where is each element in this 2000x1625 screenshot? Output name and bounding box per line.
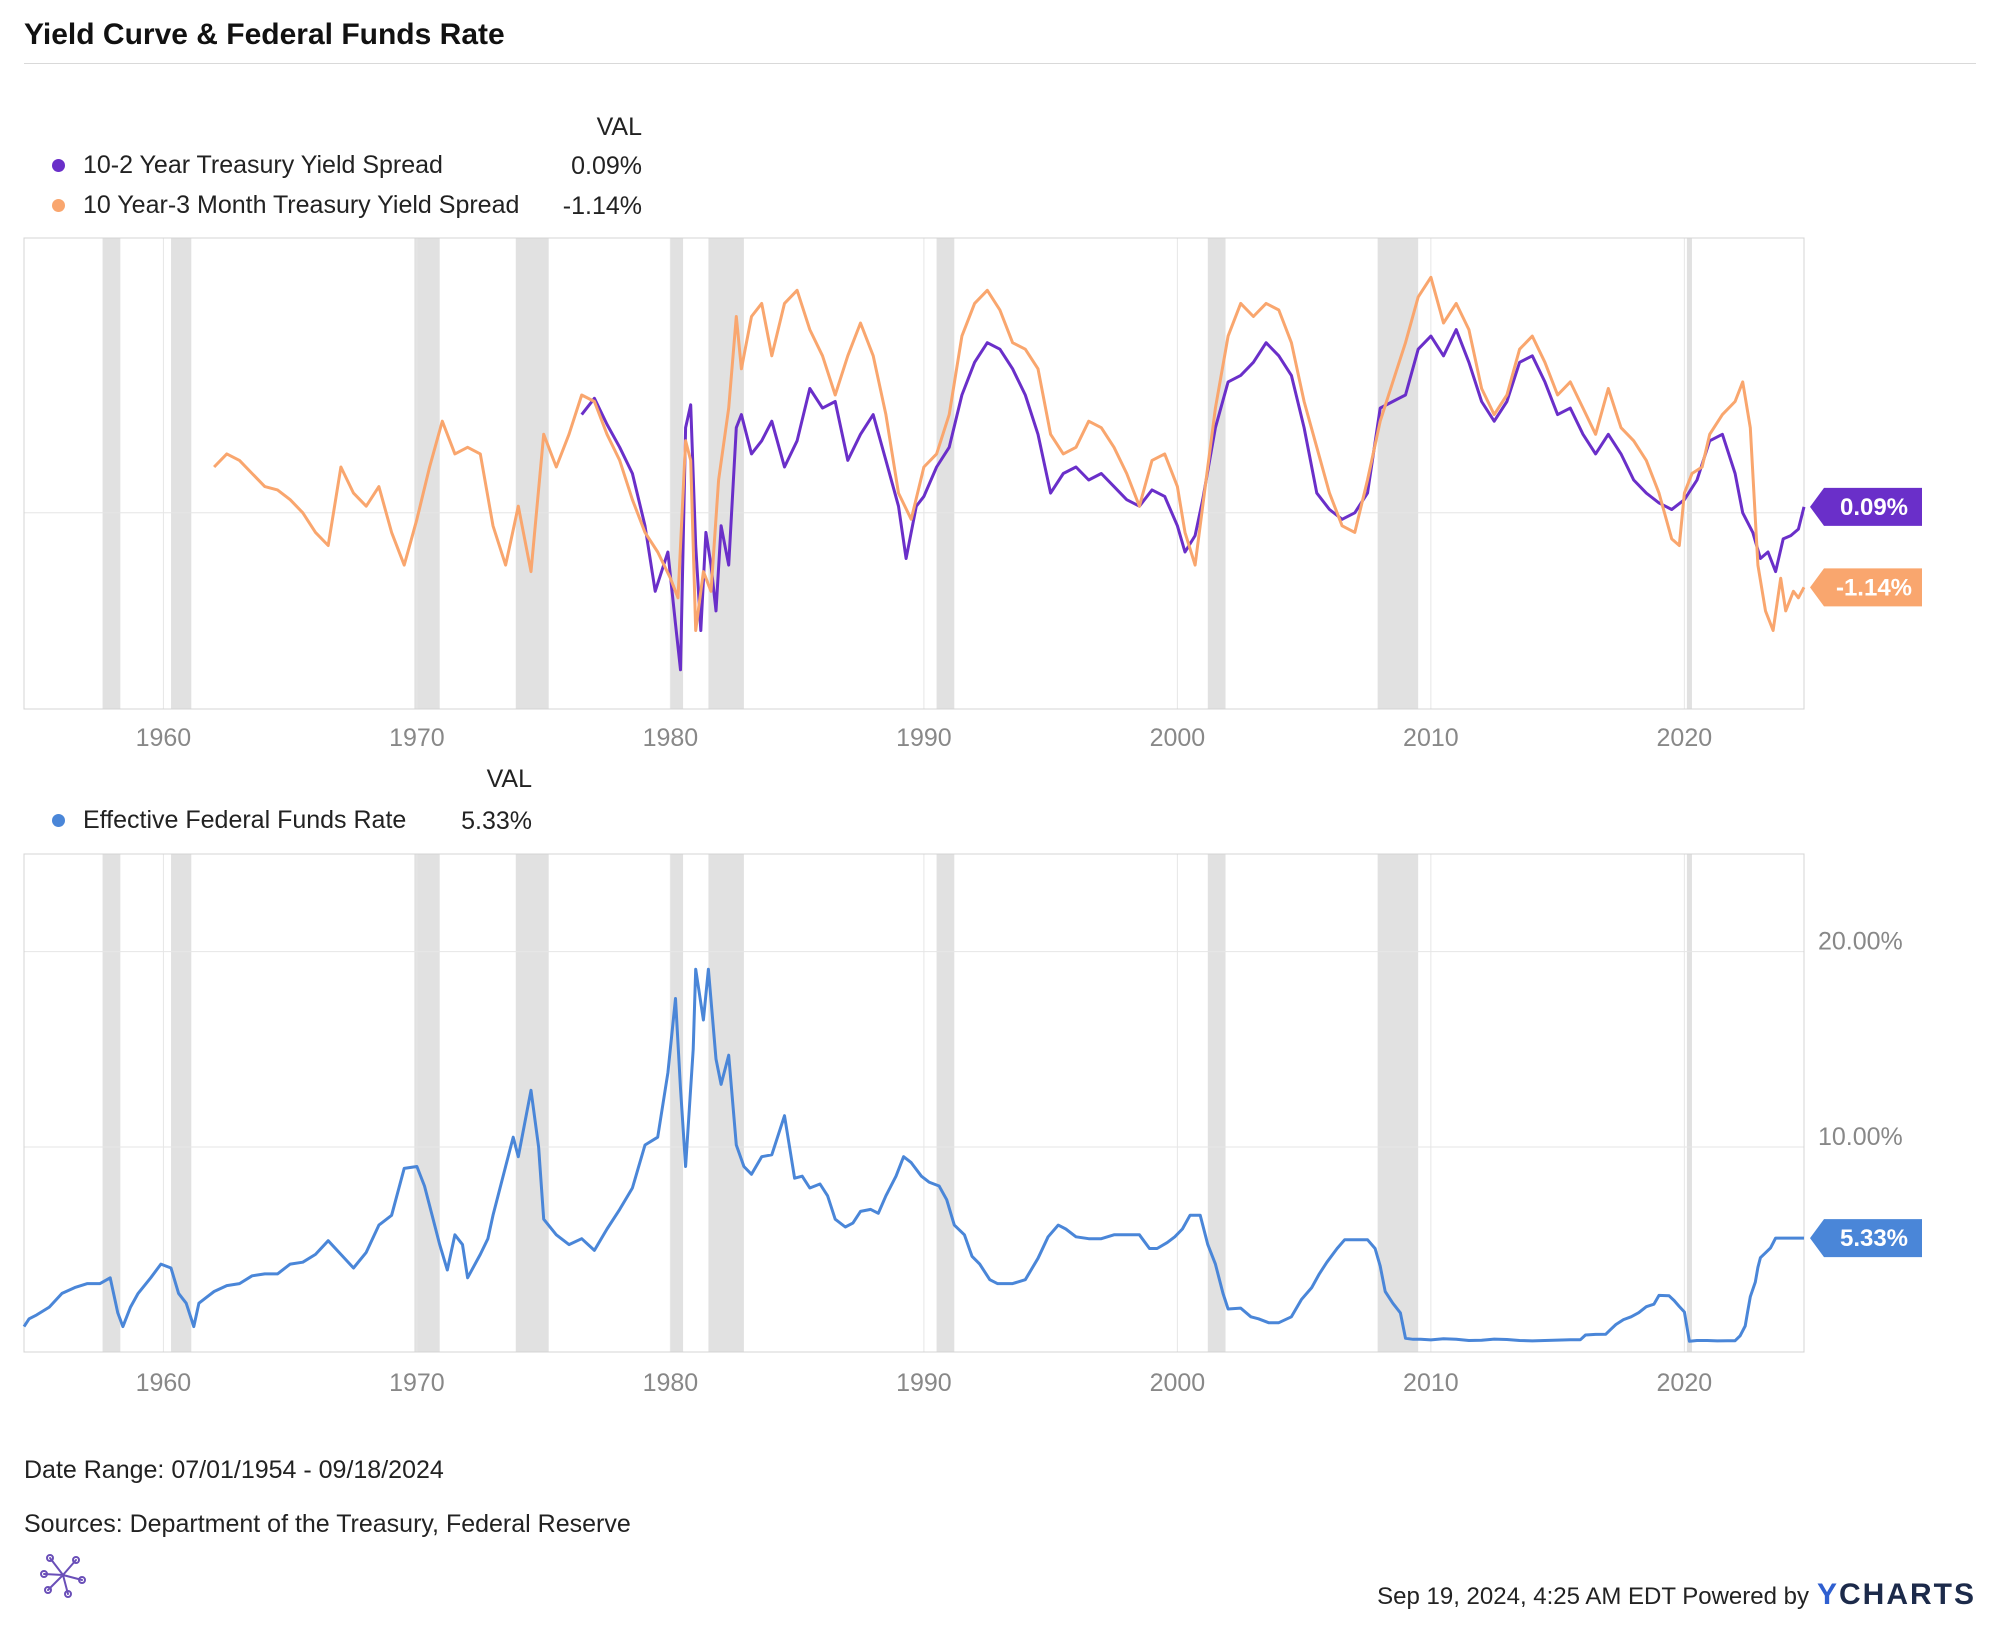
recession-band xyxy=(1207,854,1226,1352)
x-tick-label: 1960 xyxy=(136,724,192,752)
recession-band xyxy=(1207,238,1226,709)
last-value-flag xyxy=(1810,1219,1922,1258)
last-value-label: -1.14% xyxy=(1836,574,1912,601)
legend-item-10-2-spread[interactable]: 10-2 Year Treasury Yield Spread xyxy=(52,150,443,180)
legend-value: -1.14% xyxy=(562,192,642,220)
x-tick-label: 2000 xyxy=(1150,724,1206,752)
timestamp: Sep 19, 2024, 4:25 AM EDT Powered by xyxy=(1377,1583,1809,1610)
recession-band xyxy=(515,238,549,709)
x-tick-label: 2020 xyxy=(1657,1369,1713,1397)
ycharts-logo-icon xyxy=(40,1554,86,1598)
legend-label: Effective Federal Funds Rate xyxy=(83,805,407,834)
last-value-flag xyxy=(1810,568,1922,607)
legend-val-header: VAL xyxy=(596,113,642,141)
legend-dot-purple xyxy=(52,158,65,172)
recession-band xyxy=(171,854,192,1352)
chart-panel-1: 1960 1970 1980 1990 2000 2010 2020 0.09% -1.14% xyxy=(23,237,1922,752)
recession-band xyxy=(171,238,192,709)
legend-dot-orange xyxy=(52,198,65,212)
legend-item-10y-3m-spread[interactable]: 10 Year-3 Month Treasury Yield Spread xyxy=(52,190,519,220)
recession-band xyxy=(1377,854,1419,1352)
chart-panel-2: 1960 1970 1980 1990 2000 2010 2020 10.00% 20.00%… xyxy=(22,853,1922,1397)
last-value-label: 0.09% xyxy=(1840,494,1908,521)
x-tick-label: 1990 xyxy=(896,724,952,752)
legend-dot-blue xyxy=(52,813,65,827)
recession-band xyxy=(414,854,440,1352)
date-range: Date Range: 07/01/1954 - 09/18/2024 xyxy=(24,1456,444,1484)
recession-band xyxy=(102,854,121,1352)
legend-item-fed-funds[interactable]: Effective Federal Funds Rate xyxy=(52,805,406,835)
chart-title: Yield Curve & Federal Funds Rate xyxy=(24,18,505,51)
x-tick-label: 1980 xyxy=(643,724,699,752)
legend-value: 5.33% xyxy=(461,807,532,835)
recession-band xyxy=(936,238,955,709)
title-divider xyxy=(24,63,1976,64)
x-tick-label: 2020 xyxy=(1657,724,1713,752)
recession-band xyxy=(708,854,744,1352)
plot-frame xyxy=(23,853,1805,1353)
x-tick-label: 2000 xyxy=(1150,1369,1206,1397)
series-line-1 xyxy=(22,967,1804,1343)
ycharts-brand[interactable]: YCHARTS xyxy=(1817,1578,1976,1611)
sources: Sources: Department of the Treasury, Fed… xyxy=(24,1510,631,1538)
series-line-2 xyxy=(213,275,1806,632)
x-tick-label: 2010 xyxy=(1403,1369,1459,1397)
recession-band xyxy=(936,854,955,1352)
brand-y: Y xyxy=(1816,1578,1839,1611)
recession-band xyxy=(670,854,684,1352)
recession-band xyxy=(1377,238,1419,709)
y-tick-label: 20.00% xyxy=(1818,928,1903,956)
x-tick-label: 1980 xyxy=(643,1369,699,1397)
timestamp-powered-by: Sep 19, 2024, 4:25 AM EDT Powered by YCHA… xyxy=(1377,1578,1976,1612)
recession-band xyxy=(1686,238,1692,709)
recession-band xyxy=(708,238,744,709)
x-tick-label: 1960 xyxy=(136,1369,192,1397)
series-line-1 xyxy=(580,328,1806,672)
legend-value: 0.09% xyxy=(571,152,642,180)
x-tick-label: 1970 xyxy=(389,1369,445,1397)
x-tick-label: 1970 xyxy=(389,724,445,752)
legend-val-header: VAL xyxy=(486,765,532,793)
x-tick-label: 2010 xyxy=(1403,724,1459,752)
legend-label: 10 Year-3 Month Treasury Yield Spread xyxy=(83,190,520,219)
legend-label: 10-2 Year Treasury Yield Spread xyxy=(83,150,443,179)
recession-band xyxy=(102,238,121,709)
last-value-flag xyxy=(1810,487,1922,526)
last-value-label: 5.33% xyxy=(1840,1225,1908,1252)
brand-rest: CHARTS xyxy=(1839,1578,1976,1611)
recession-band xyxy=(1686,854,1692,1352)
x-tick-label: 1990 xyxy=(896,1369,952,1397)
y-tick-label: 10.00% xyxy=(1818,1123,1903,1151)
recession-band xyxy=(670,238,684,709)
plot-frame xyxy=(23,237,1805,710)
